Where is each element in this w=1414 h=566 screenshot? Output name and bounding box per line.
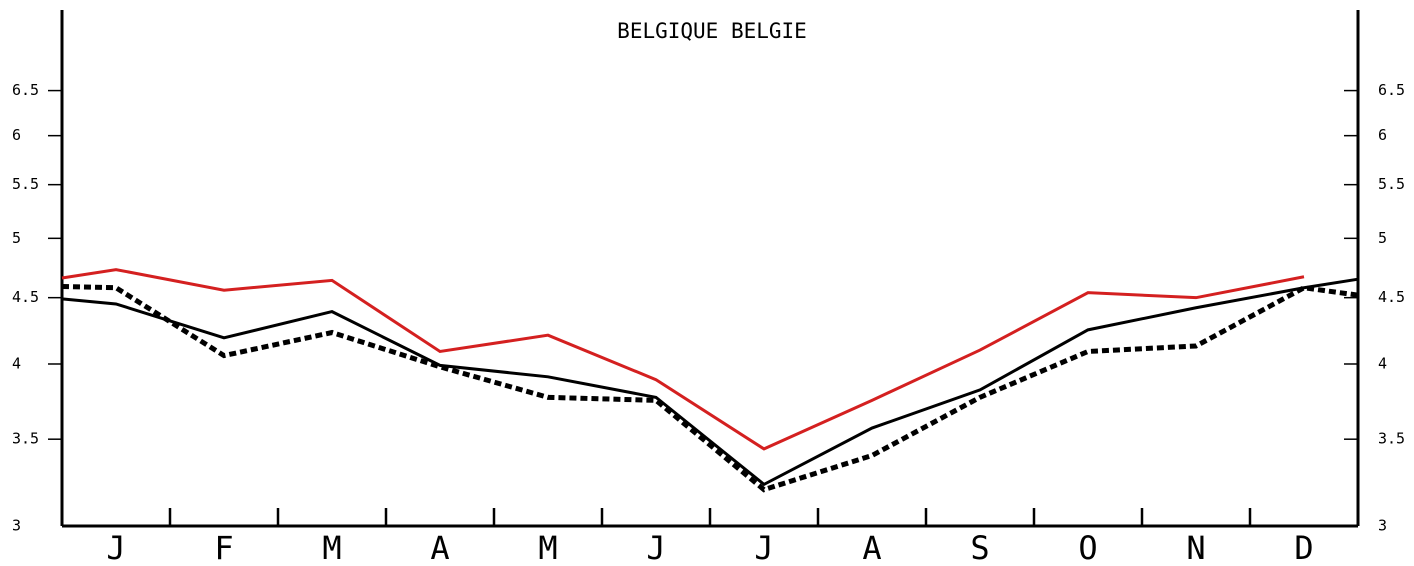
y2-tick-label: 5.5: [1378, 175, 1405, 193]
x-tick-label: A: [862, 529, 881, 566]
x-tick-label: M: [538, 529, 557, 566]
line-series: [61, 277, 1359, 487]
y-tick-label: 3.5: [12, 430, 39, 448]
y2-tick-label: 6.5: [1378, 81, 1405, 99]
y-tick-label: 5: [12, 229, 21, 247]
x-tick-label: M: [322, 529, 341, 566]
x-tick-label: S: [970, 529, 989, 566]
x-tick-label: D: [1294, 529, 1313, 566]
y-tick-label: 4: [12, 354, 21, 372]
chart-title: BELGIQUE BELGIE: [617, 19, 807, 43]
x-tick-label: N: [1186, 529, 1205, 566]
y-tick-label: 6: [12, 126, 21, 144]
y2-tick-label: 5: [1378, 229, 1387, 247]
y-tick-label: 4.5: [12, 288, 39, 306]
x-tick-label: F: [214, 529, 233, 566]
line-series: [61, 284, 1359, 493]
line-series: [61, 268, 1305, 451]
y2-tick-label: 4: [1378, 354, 1387, 372]
x-tick-label: J: [646, 529, 665, 566]
y-tick-label: 6.5: [12, 81, 39, 99]
y2-tick-label: 6: [1378, 126, 1387, 144]
x-tick-label: J: [754, 529, 773, 566]
y2-tick-label: 3.5: [1378, 430, 1405, 448]
x-tick-label: O: [1078, 529, 1097, 566]
y-tick-label: 5.5: [12, 175, 39, 193]
x-tick-label: J: [106, 529, 125, 566]
y-tick-label: 3: [12, 517, 21, 535]
y2-tick-label: 3: [1378, 517, 1387, 535]
y2-tick-label: 4.5: [1378, 288, 1405, 306]
x-tick-label: A: [430, 529, 449, 566]
